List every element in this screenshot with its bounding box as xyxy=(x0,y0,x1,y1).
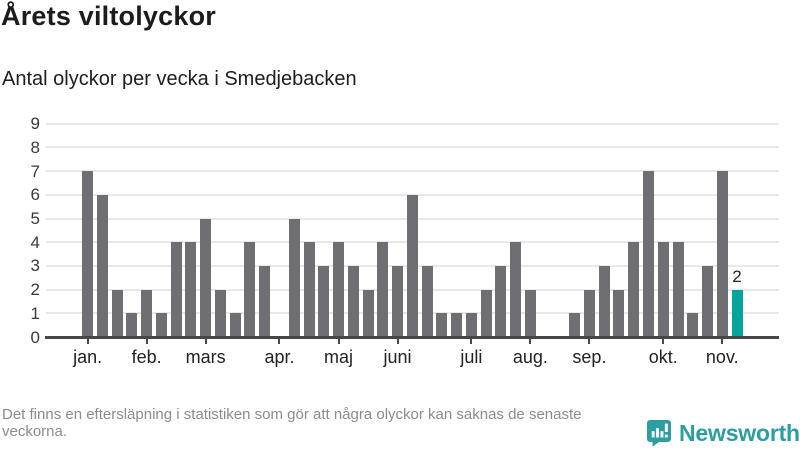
x-axis-tick-apr xyxy=(278,338,281,344)
bar-week-45 xyxy=(731,289,743,337)
bar-week-10 xyxy=(214,289,226,337)
bar-week-3 xyxy=(111,289,123,337)
bar-week-36 xyxy=(598,265,610,337)
bar-week-34 xyxy=(569,313,581,337)
bar-week-17 xyxy=(318,265,330,337)
bar-week-11 xyxy=(229,313,241,337)
x-axis-tick-feb xyxy=(145,338,148,344)
x-axis-tick-aug xyxy=(529,338,532,344)
bar-week-12 xyxy=(244,242,256,337)
month-label-okt: okt. xyxy=(648,347,678,367)
x-axis-tick-juni xyxy=(396,338,399,344)
newsworthy-logo: Newsworthy xyxy=(646,419,800,447)
gridline-7 xyxy=(46,170,779,173)
newsworthy-speech-bubble-chart-icon xyxy=(646,419,672,447)
bar-week-39 xyxy=(642,171,654,337)
x-axis-tick-nov xyxy=(721,338,724,344)
bar-week-19 xyxy=(347,265,359,337)
x-axis-tick-jan xyxy=(86,338,89,344)
y-axis-tick-label: 2 xyxy=(30,280,40,300)
y-axis-tick-label: 7 xyxy=(30,161,40,181)
x-axis-tick-maj xyxy=(337,338,340,344)
month-label-sep: sep. xyxy=(572,347,607,367)
bar-week-30 xyxy=(510,242,522,337)
bar-week-9 xyxy=(200,218,212,337)
bar-week-27 xyxy=(465,313,477,337)
newsworthy-logo-text: Newsworthy xyxy=(679,419,800,446)
month-label-juli: juli xyxy=(460,347,483,367)
bar-week-42 xyxy=(687,313,699,337)
bar-week-7 xyxy=(170,242,182,337)
y-axis-tick-label: 5 xyxy=(30,209,40,228)
bar-week-13 xyxy=(259,265,271,337)
bar-week-6 xyxy=(155,313,167,337)
x-axis-tick-sep xyxy=(588,338,591,344)
month-label-juni: juni xyxy=(383,347,412,367)
bar-week-23 xyxy=(406,194,418,337)
bar-week-44 xyxy=(716,171,728,337)
bar-week-24 xyxy=(421,265,433,337)
bar-week-40 xyxy=(657,242,669,337)
footnote: Det finns en eftersläpning i statistiken… xyxy=(2,406,582,440)
month-label-maj: maj xyxy=(324,347,354,367)
bar-week-20 xyxy=(362,289,374,337)
bar-week-2 xyxy=(96,194,108,337)
gridline-8 xyxy=(46,146,779,149)
bar-week-16 xyxy=(303,242,315,337)
x-axis-line xyxy=(45,336,779,339)
bar-week-38 xyxy=(628,242,640,337)
y-axis-tick-label: 0 xyxy=(30,327,40,347)
x-axis-tick-juli xyxy=(470,338,473,344)
bar-week-18 xyxy=(333,242,345,337)
month-label-jan: jan. xyxy=(73,347,103,367)
bar-week-25 xyxy=(436,313,448,337)
month-label-feb: feb. xyxy=(131,347,162,367)
y-axis-tick-label: 6 xyxy=(30,185,40,205)
bar-week-29 xyxy=(495,265,507,337)
bar-week-43 xyxy=(702,265,714,337)
bar-week-22 xyxy=(392,265,404,337)
bar-week-26 xyxy=(451,313,463,337)
month-label-mars: mars xyxy=(185,347,226,367)
x-axis-tick-okt xyxy=(662,338,665,344)
page-title: Årets viltolyckor xyxy=(1,1,216,31)
chart-subtitle: Antal olyckor per vecka i Smedjebacken xyxy=(2,68,357,90)
bar-week-5 xyxy=(141,289,153,337)
y-axis-tick-label: 3 xyxy=(30,256,40,276)
bar-week-31 xyxy=(524,289,536,337)
bar-week-1 xyxy=(82,171,94,337)
bar-week-8 xyxy=(185,242,197,337)
bar-week-41 xyxy=(672,242,684,337)
bar-week-28 xyxy=(480,289,492,337)
y-axis-tick-label: 8 xyxy=(30,137,40,157)
bar-week-37 xyxy=(613,289,625,337)
bar-week-21 xyxy=(377,242,389,337)
y-axis-tick-label: 9 xyxy=(30,114,40,134)
bar-chart: 0 1 2 3 4 5 6 7 8 9 2 jan. feb. mars apr. maj juni juli au… xyxy=(30,114,779,367)
month-label-nov: nov. xyxy=(705,347,739,367)
bar-week-35 xyxy=(583,289,595,337)
month-label-aug: aug. xyxy=(512,347,548,367)
bar-week-4 xyxy=(126,313,138,337)
bar-week-15 xyxy=(288,218,300,337)
x-axis-tick-mars xyxy=(204,338,207,344)
month-label-apr: apr. xyxy=(264,347,295,367)
latest-bar-value-label: 2 xyxy=(732,266,742,286)
y-axis-tick-label: 1 xyxy=(30,303,40,323)
y-axis-tick-label: 4 xyxy=(30,232,40,252)
gridline-9 xyxy=(46,122,779,125)
